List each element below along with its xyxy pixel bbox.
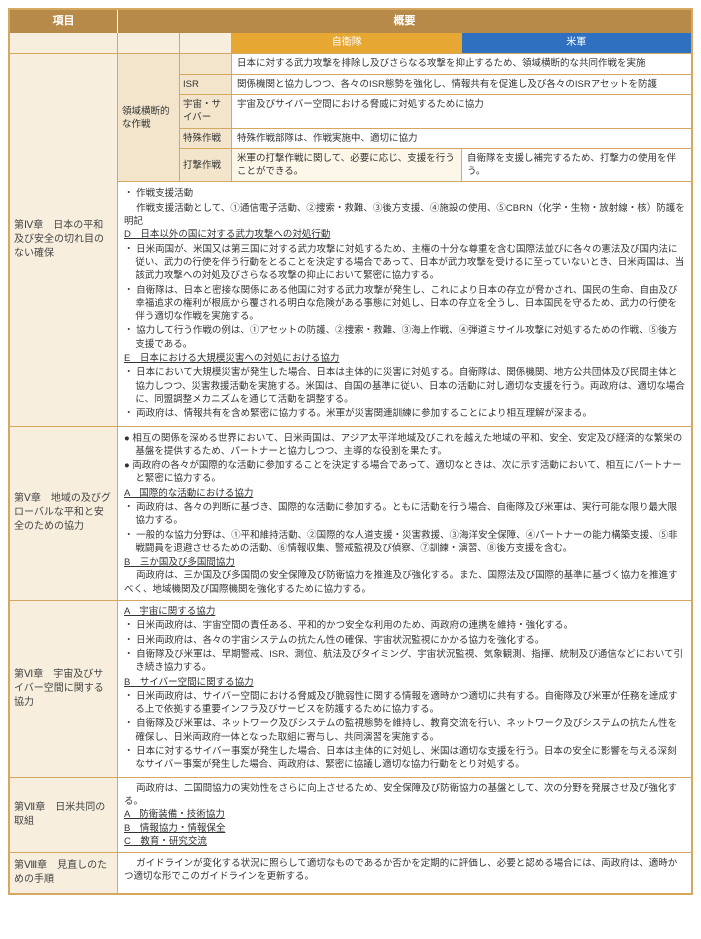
iv-r4-left: 米軍の打撃作戦に関して、必要に応じ、支援を行うことができる。 (232, 149, 462, 182)
iv-r4-sub: 打撃作戦 (180, 149, 232, 182)
c5-b3: 両政府は、三か国及び多国間の安全保障及び防衛協力を推進及び強化する。また、国際法… (124, 569, 685, 596)
chapter-5-text: ● 相互の関係を深める世界において、日米両国は、アジア太平洋地域及びこれを越えた… (118, 427, 691, 601)
c4-d3: ・ 協力して行う作戦の例は、①アセットの防護、②捜索・救難、③海上作戦、④弾道ミ… (124, 324, 685, 351)
c6-b2: ・ 自衛隊及び米軍は、ネットワーク及びシステムの監視態勢を維持し、教育交流を行い… (124, 717, 685, 744)
chapter-4-title: 第Ⅳ章 日本の平和及び安全の切れ目のない確保 (10, 54, 118, 425)
chapter-7-text: 両政府は、二国間協力の実効性をさらに向上させるため、安全保障及び防衛協力の基盤と… (118, 778, 691, 852)
c4-d2: ・ 自衛隊は、日本と密接な関係にある他国に対する武力攻撃が発生し、これにより日本… (124, 284, 685, 324)
iv-r2-text: 宇宙及びサイバー空間における脅威に対処するために協力 (232, 95, 691, 128)
chapter-7: 第Ⅶ章 日米共同の取組 両政府は、二国間協力の実効性をさらに向上させるため、安全… (10, 777, 691, 852)
c6-b3: ・ 日本に対するサイバー事案が発生した場合、日本は主体的に対処し、米国は適切な支… (124, 745, 685, 772)
c5-a2: ・ 一般的な協力分野は、①平和維持活動、②国際的な人道支援・災害救援、③海洋安全… (124, 529, 685, 556)
c4-d1: ・ 日米両国が、米国又は第三国に対する武力攻撃に対処するため、主権の十分な尊重を… (124, 243, 685, 283)
subheader-jsdf: 自衛隊 (232, 33, 462, 53)
c5-a1: ・ 両政府は、各々の判断に基づき、国際的な活動に参加する。ともに活動を行う場合、… (124, 501, 685, 528)
iv-r0-sub (180, 54, 232, 73)
c6-b1: ・ 日米両政府は、サイバー空間における脅威及び脆弱性に関する情報を適時かつ適切に… (124, 690, 685, 717)
document-table: 項目 概要 自衛隊 米軍 第Ⅳ章 日本の平和及び安全の切れ目のない確保 領域横断… (8, 8, 693, 895)
c6-a1: ・ 日米両政府は、宇宙空間の責任ある、平和的かつ安全な利用のため、両政府の連携を… (124, 619, 685, 632)
iv-r3-text: 特殊作戦部隊は、作戦実施中、適切に協力 (232, 129, 691, 148)
chapter-8: 第Ⅷ章 見直しのための手順 ガイドラインが変化する状況に照らして適切なものである… (10, 852, 691, 893)
c6-bhead: B サイバー空間に関する協力 (124, 676, 685, 689)
chapter-5: 第Ⅴ章 地域の及びグローバルな平和と安全のための協力 ● 相互の関係を深める世界… (10, 426, 691, 601)
iv-r1-text: 関係機関と協力しつつ、各々のISR態勢を強化し、情報共有を促進し及び各々のISR… (232, 75, 691, 94)
header-item: 項目 (10, 10, 118, 33)
subheader-row: 自衛隊 米軍 (10, 33, 691, 53)
iv-r0-text: 日本に対する武力攻撃を排除し及びさらなる攻撃を抑止するため、領域横断的な共同作戦… (232, 54, 691, 73)
chapter-5-title: 第Ⅴ章 地域の及びグローバルな平和と安全のための協力 (10, 427, 118, 601)
c4-e2: ・ 両政府は、情報共有を含め緊密に協力する。米軍が災害関連訓練に参加することによ… (124, 407, 685, 420)
c5-b2: ● 両政府の各々が国際的な活動に参加することを決定する場合であって、適切なときは… (124, 459, 685, 486)
c4-l1: ・ 作戦支援活動 (124, 187, 685, 200)
header-summary: 概要 (118, 10, 691, 33)
c7-b: B 情報協力・情報保全 (124, 822, 685, 835)
c6-a2: ・ 日米両政府は、各々の宇宙システムの抗たん性の確保、宇宙状況監視にかかる協力を… (124, 634, 685, 647)
header-row: 項目 概要 (10, 10, 691, 33)
chapter-7-title: 第Ⅶ章 日米共同の取組 (10, 778, 118, 852)
c5-ahead: A 国際的な活動における協力 (124, 487, 685, 500)
c5-b1: ● 相互の関係を深める世界において、日米両国は、アジア太平洋地域及びこれを越えた… (124, 432, 685, 459)
c4-e1: ・ 日本において大規模災害が発生した場合、日本は主体的に災害に対処する。自衛隊は… (124, 366, 685, 406)
subheader-us: 米軍 (462, 33, 692, 53)
c6-a3: ・ 自衛隊及び米軍は、早期警戒、ISR、測位、航法及びタイミング、宇宙状況監視、… (124, 648, 685, 675)
iv-group-label: 領域横断的な作戦 (118, 54, 180, 182)
chapter-8-text: ガイドラインが変化する状況に照らして適切なものであるか否かを定期的に評価し、必要… (118, 853, 691, 888)
c6-ahead: A 宇宙に関する協力 (124, 605, 685, 618)
c5-bhead: B 三か国及び多国間協力 (124, 556, 685, 569)
iv-r3-sub: 特殊作戦 (180, 129, 232, 148)
c7-c: C 教育・研究交流 (124, 835, 685, 848)
iv-r2-sub: 宇宙・サイバー (180, 95, 232, 128)
c4-ehead: E 日本における大規模災害への対処における協力 (124, 352, 685, 365)
subheader-spacer (10, 33, 118, 53)
iv-r1-sub: ISR (180, 75, 232, 94)
chapter-4-text: ・ 作戦支援活動 作戦支援活動として、①通信電子活動、②捜索・救難、③後方支援、… (118, 182, 691, 425)
c7-a: A 防衛装備・技術協力 (124, 808, 685, 821)
c4-dhead: D 日本以外の国に対する武力攻撃への対処行動 (124, 228, 685, 241)
chapter-8-title: 第Ⅷ章 見直しのための手順 (10, 853, 118, 893)
c8-text: ガイドラインが変化する状況に照らして適切なものであるか否かを定期的に評価し、必要… (124, 857, 685, 884)
iv-r4-right: 自衛隊を支援し補完するため、打撃力の使用を伴う。 (462, 149, 691, 182)
chapter-4: 第Ⅳ章 日本の平和及び安全の切れ目のない確保 領域横断的な作戦 日本に対する武力… (10, 53, 691, 425)
c7-intro: 両政府は、二国間協力の実効性をさらに向上させるため、安全保障及び防衛協力の基盤と… (124, 782, 685, 809)
chapter-6-title: 第Ⅵ章 宇宙及びサイバー空間に関する協力 (10, 601, 118, 777)
c4-l2: 作戦支援活動として、①通信電子活動、②捜索・救難、③後方支援、④施設の使用、⑤C… (124, 202, 685, 229)
chapter-6: 第Ⅵ章 宇宙及びサイバー空間に関する協力 A 宇宙に関する協力 ・ 日米両政府は… (10, 600, 691, 777)
chapter-6-text: A 宇宙に関する協力 ・ 日米両政府は、宇宙空間の責任ある、平和的かつ安全な利用… (118, 601, 691, 777)
